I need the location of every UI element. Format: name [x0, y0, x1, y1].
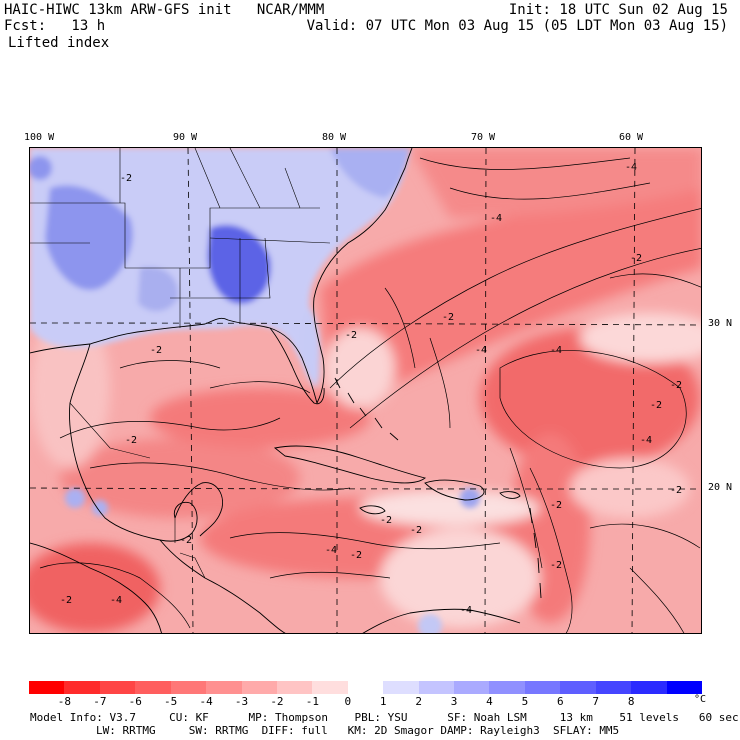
colorbar-tick-label: -3	[234, 695, 249, 708]
contour-label: -2	[630, 253, 642, 264]
contour-label: -4	[625, 162, 637, 173]
lon-tick-70w: 70 W	[471, 132, 496, 143]
colorbar-tick-label: 1	[379, 695, 387, 708]
colorbar-cell	[383, 681, 420, 694]
contour-label: -2	[150, 345, 162, 356]
colorbar-tick-label: -4	[199, 695, 213, 708]
colorbar-tick-label: 4	[486, 695, 493, 708]
field-shading	[30, 148, 701, 633]
contour-label: -2	[670, 380, 682, 391]
contour-label: -2	[180, 535, 192, 546]
colorbar-cell	[64, 681, 101, 694]
contour-label: -2	[350, 550, 362, 561]
colorbar-tick-label: 7	[592, 695, 600, 708]
lat-lon-grid	[30, 148, 701, 633]
colorbar-tick-label: -5	[164, 695, 178, 708]
colorbar-cell	[595, 681, 632, 694]
contour-label-layer: -4 -2 -4 -2 -2 -2 -4 -4 -2 -2 -2 -2 -4 -2 -2 -2 -4 -2 -4 -2…	[60, 162, 682, 616]
colorbar-cell	[312, 681, 349, 694]
model-info-line2: LW: RRTMG SW: RRTMG DIFF: full KM: 2D Sm…	[96, 724, 620, 737]
colorbar-cell	[206, 681, 242, 694]
colorbar-tick-label: -1	[305, 695, 319, 708]
colorbar-cell	[276, 681, 313, 694]
contour-label: -2	[120, 173, 132, 184]
colorbar-cell	[347, 681, 384, 694]
map-canvas: -4 -2 -4 -2 -2 -2 -4 -4 -2 -2 -2 -2 -4 -2 -2 -2 -4 -2 -4 -2…	[30, 148, 701, 633]
contour-label: -2	[60, 595, 72, 606]
contour-label: -2	[550, 560, 562, 571]
contours	[39, 157, 701, 633]
colorbar-cell	[241, 681, 278, 694]
valid-time: Valid: 07 UTC Mon 03 Aug 15 (05 LDT Mon …	[306, 18, 728, 34]
colorbar-tick-label: 0	[344, 695, 352, 708]
colorbar-cell	[666, 681, 703, 694]
colorbar-cell	[99, 681, 136, 694]
lon-tick-60w: 60 W	[619, 132, 644, 143]
colorbar-tick-label: -7	[93, 695, 107, 708]
contour-label: -2	[125, 435, 137, 446]
colorbar-tick-label: 8	[627, 695, 635, 708]
init-time: Init: 18 UTC Sun 02 Aug 15	[508, 2, 728, 18]
model-info-line1: Model Info: V3.7 CU: KF MP: Thompson PBL…	[30, 711, 739, 724]
contour-label: -4	[490, 213, 502, 224]
colorbar-tick-label: -8	[57, 695, 72, 708]
lat-tick-20n: 20 N	[708, 482, 733, 493]
colorbar-cell	[524, 681, 561, 694]
header-title: HAIC-HIWC 13km ARW-GFS init NCAR/MMM	[4, 2, 325, 18]
colorbar-tick-label: 6	[557, 695, 564, 708]
colorbar-cell	[418, 681, 455, 694]
contour-label: -2	[650, 400, 662, 411]
contour-label: -4	[325, 545, 337, 556]
colorbar	[29, 681, 703, 694]
colorbar-cell	[454, 681, 490, 694]
field-name: Lifted index	[8, 35, 110, 51]
contour-label: -2	[410, 525, 422, 536]
contour-label: -4	[460, 605, 472, 616]
political-borders	[30, 148, 331, 579]
contour-label: -2	[442, 312, 454, 323]
colorbar-tick-label: 3	[450, 695, 458, 708]
colorbar-tick-label: -2	[270, 695, 284, 708]
colorbar-cell	[560, 681, 597, 694]
colorbar-cell	[631, 681, 668, 694]
lon-tick-100w: 100 W	[24, 132, 55, 143]
forecast-hour: Fcst: 13 h	[4, 18, 106, 34]
contour-label: -4	[640, 435, 652, 446]
colorbar-cell	[170, 681, 207, 694]
contour-label: -2	[670, 485, 682, 496]
lifted-index-map: -4 -2 -4 -2 -2 -2 -4 -4 -2 -2 -2 -2 -4 -2 -2 -2 -4 -2 -4 -2…	[29, 147, 702, 634]
colorbar-tick-label: -6	[128, 695, 142, 708]
colorbar-cell	[489, 681, 526, 694]
lon-tick-90w: 90 W	[173, 132, 198, 143]
contour-label: -2	[345, 330, 357, 341]
colorbar-cell	[29, 681, 65, 694]
colorbar-unit: °C	[694, 694, 707, 705]
lon-tick-80w: 80 W	[322, 132, 347, 143]
contour-label: -2	[550, 500, 562, 511]
colorbar-cell	[135, 681, 172, 694]
contour-label: -2	[380, 515, 392, 526]
colorbar-tick-label: 5	[521, 695, 529, 708]
contour-label: -4	[550, 345, 562, 356]
contour-label: -4	[475, 345, 487, 356]
colorbar-tick-label: 2	[415, 695, 422, 708]
lat-tick-30n: 30 N	[708, 318, 733, 329]
contour-label: -4	[110, 595, 122, 606]
